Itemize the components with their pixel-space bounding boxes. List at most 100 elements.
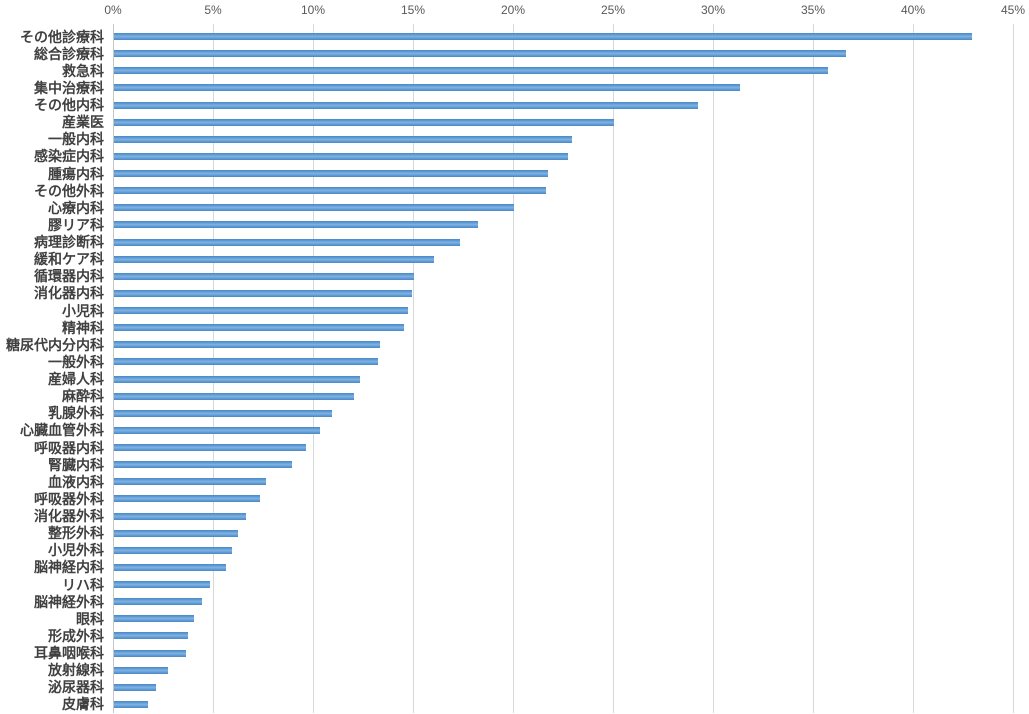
x-tick-label: 5% — [204, 3, 222, 17]
bar — [114, 67, 828, 75]
bar — [114, 204, 514, 212]
category-label: 血液内科 — [48, 473, 104, 490]
x-tick-label: 15% — [400, 3, 426, 17]
bar — [114, 512, 246, 520]
category-label: 耳鼻咽喉科 — [34, 645, 104, 662]
bar — [114, 341, 380, 349]
category-label: 糖尿代内分内科 — [6, 336, 104, 353]
category-label: 循環器内科 — [34, 268, 104, 285]
category-label: 麻酔科 — [62, 388, 104, 405]
category-label: 小児科 — [62, 302, 104, 319]
bar — [114, 615, 194, 623]
bar — [114, 632, 188, 640]
bar — [114, 118, 614, 126]
x-tick-label: 10% — [300, 3, 326, 17]
bar — [114, 255, 434, 263]
category-label: 呼吸器内科 — [34, 439, 104, 456]
x-tick-label: 30% — [700, 3, 726, 17]
category-label: リハ科 — [62, 576, 104, 593]
category-label: 産婦人科 — [48, 371, 104, 388]
bar — [114, 683, 156, 691]
category-label: 集中治療科 — [34, 79, 104, 96]
bar — [114, 170, 548, 178]
category-label: 一般外科 — [48, 353, 104, 370]
category-label: その他診療科 — [20, 28, 104, 45]
bar — [114, 238, 460, 246]
category-label: 一般内科 — [48, 131, 104, 148]
category-label: 病理診断科 — [34, 234, 104, 251]
bar — [114, 700, 148, 708]
bar — [114, 221, 478, 229]
gridline — [813, 24, 814, 713]
bar — [114, 50, 846, 58]
bar — [114, 649, 186, 657]
gridline — [213, 24, 214, 713]
category-label: 産業医 — [62, 114, 104, 131]
category-label: 放射線科 — [48, 662, 104, 679]
bar — [114, 135, 572, 143]
bar — [114, 666, 168, 674]
category-label: 消化器外科 — [34, 508, 104, 525]
bar — [114, 324, 404, 332]
bar — [114, 289, 412, 297]
bar — [114, 375, 360, 383]
bar — [114, 152, 568, 160]
x-tick-label: 25% — [600, 3, 626, 17]
bar — [114, 272, 414, 280]
bar — [114, 426, 320, 434]
category-label: 腫瘍内科 — [48, 165, 104, 182]
bar — [114, 392, 354, 400]
gridline — [713, 24, 714, 713]
category-label: 整形外科 — [48, 525, 104, 542]
x-tick-label: 20% — [500, 3, 526, 17]
gridline — [313, 24, 314, 713]
category-label: 腎臓内科 — [48, 456, 104, 473]
category-label: 心療内科 — [48, 199, 104, 216]
bar — [114, 409, 332, 417]
category-label: 形成外科 — [48, 627, 104, 644]
gridline — [513, 24, 514, 713]
bar — [114, 563, 226, 571]
x-tick-label: 45% — [1000, 3, 1026, 17]
category-label: 脳神経内科 — [34, 559, 104, 576]
bar — [114, 478, 266, 486]
bar — [114, 581, 210, 589]
category-label: 呼吸器外科 — [34, 490, 104, 507]
x-tick-label: 0% — [104, 3, 122, 17]
category-label: 総合診療科 — [34, 45, 104, 62]
gridline — [1013, 24, 1014, 713]
bar — [114, 101, 698, 109]
bar — [114, 461, 292, 469]
category-label: 緩和ケア科 — [34, 251, 104, 268]
bar — [114, 598, 202, 606]
category-label: その他内科 — [34, 97, 104, 114]
category-label: 救急科 — [62, 62, 104, 79]
category-label: 皮膚科 — [62, 696, 104, 713]
category-label: 精神科 — [62, 319, 104, 336]
x-tick-label: 35% — [800, 3, 826, 17]
bar — [114, 444, 306, 452]
category-label: その他外科 — [34, 182, 104, 199]
gridline — [913, 24, 914, 713]
bar — [114, 495, 260, 503]
category-label: 脳神経外科 — [34, 593, 104, 610]
category-label: 乳腺外科 — [48, 405, 104, 422]
category-label: 泌尿器科 — [48, 679, 104, 696]
bar — [114, 307, 408, 315]
category-label: 眼科 — [76, 610, 104, 627]
gridline — [413, 24, 414, 713]
category-label: 感染症内科 — [34, 148, 104, 165]
category-label: 小児外科 — [48, 542, 104, 559]
bar — [114, 546, 232, 554]
category-label: 心臓血管外科 — [20, 422, 104, 439]
bar — [114, 84, 740, 92]
category-label: 膠リア科 — [48, 216, 104, 233]
x-tick-label: 40% — [900, 3, 926, 17]
axis-line — [113, 24, 114, 713]
gridline — [613, 24, 614, 713]
bar — [114, 358, 378, 366]
category-label: 消化器内科 — [34, 285, 104, 302]
bar — [114, 187, 546, 195]
bar — [114, 33, 972, 41]
